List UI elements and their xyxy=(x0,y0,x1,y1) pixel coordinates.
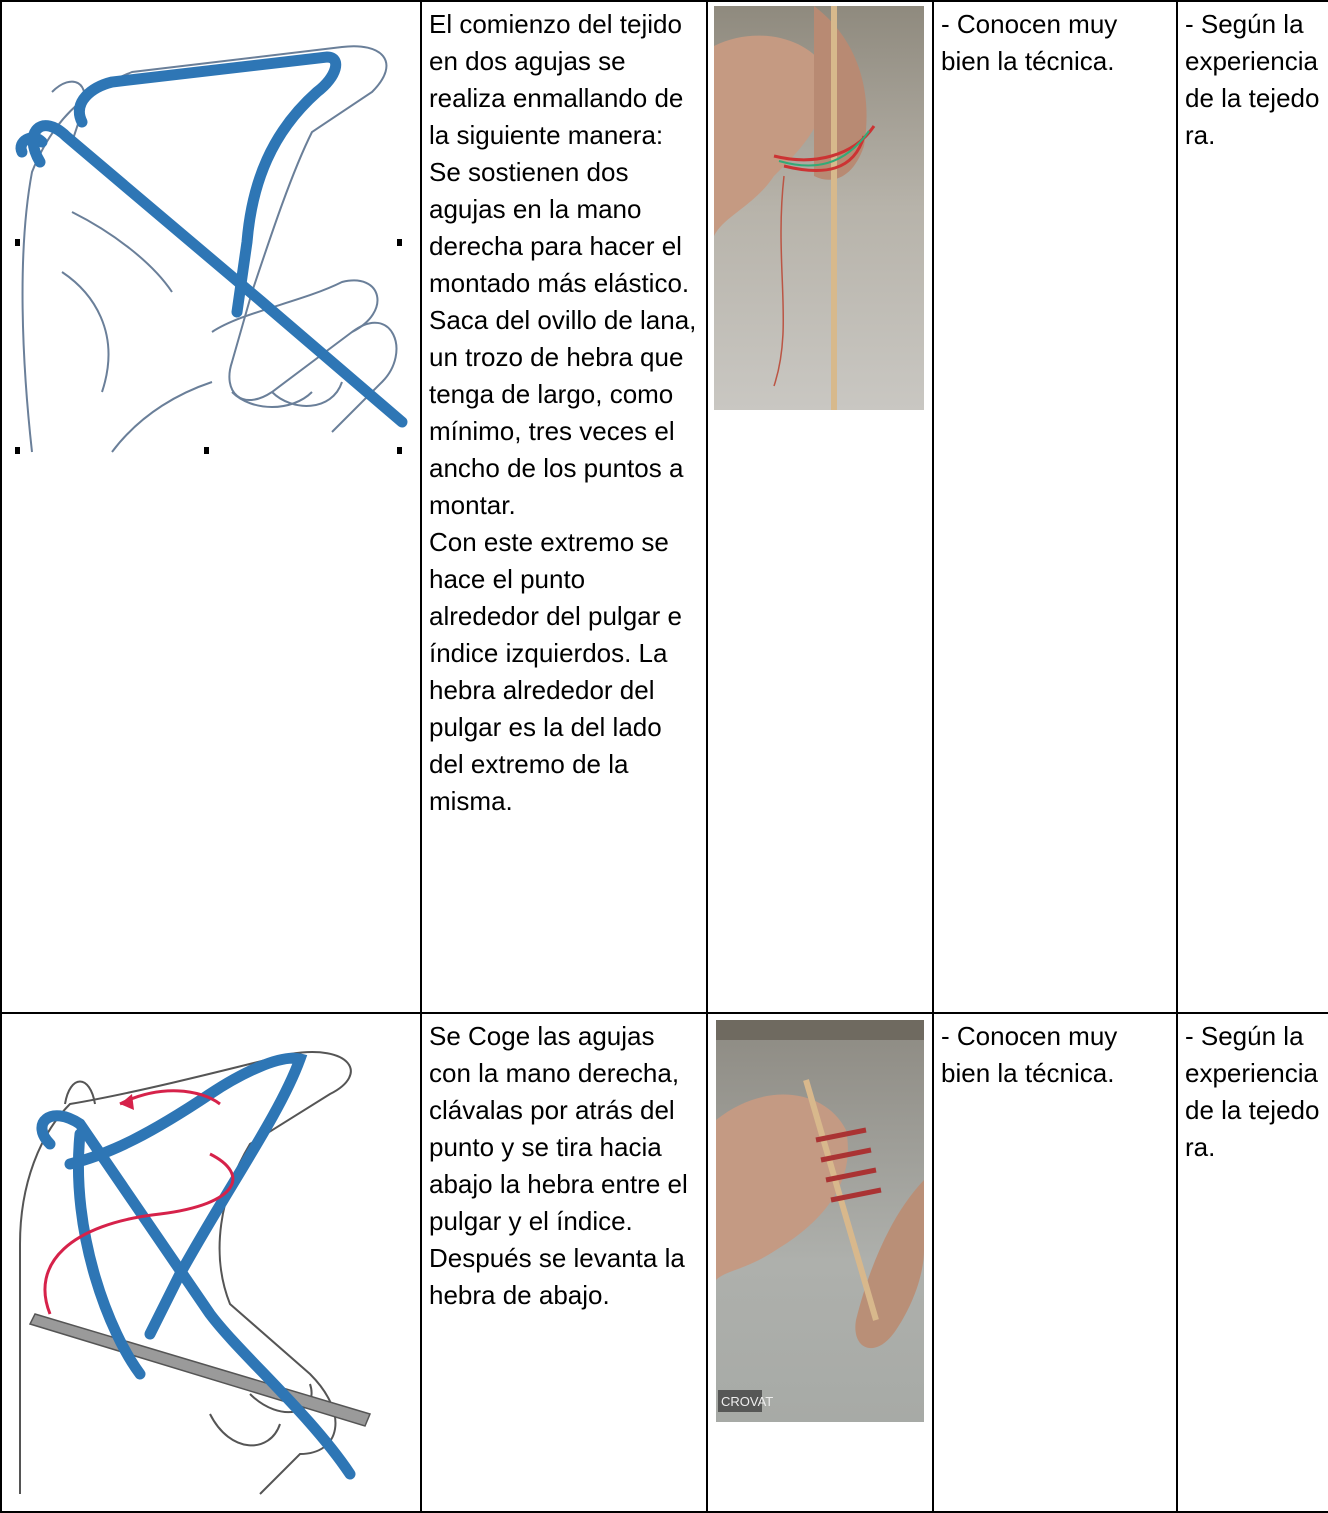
criterion-cell: - Según la experiencia de la tejedora. xyxy=(1176,1012,1328,1513)
table-row: El comienzo del tejido en dos agujas se … xyxy=(0,0,1328,1014)
criterion-cell: - Según la experiencia de la tejedora. xyxy=(1176,0,1328,1014)
description-cell: El comienzo del tejido en dos agujas se … xyxy=(420,0,708,1014)
knowledge-cell: - Conocen muy bien la técnica. xyxy=(932,1012,1178,1513)
criterion-text: - Según la experiencia de la tejedora. xyxy=(1185,1021,1320,1162)
photo xyxy=(714,6,924,410)
table-row: Se Coge las agujas con la mano derecha, … xyxy=(0,1012,1328,1513)
paragraph: Después se levanta la hebra de abajo. xyxy=(429,1243,685,1310)
illustration-cell xyxy=(0,1012,422,1513)
photo-caption: CROVAT xyxy=(721,1394,773,1409)
photo: CROVAT xyxy=(716,1020,924,1422)
illustration-cell xyxy=(0,0,422,1014)
hand-illustration xyxy=(19,1051,372,1495)
paragraph: El comienzo del tejido en dos agujas se … xyxy=(429,9,684,150)
paragraph: Con este extremo se hace el punto alrede… xyxy=(429,527,682,816)
knowledge-cell: - Conocen muy bien la técnica. xyxy=(932,0,1178,1014)
knowledge-text: - Conocen muy bien la técnica. xyxy=(941,1021,1118,1088)
description-cell: Se Coge las agujas con la mano derecha, … xyxy=(420,1012,708,1513)
photo-cell xyxy=(706,0,934,1014)
paragraph: Se sostienen dos agujas en la mano derec… xyxy=(429,157,690,298)
paragraph: Saca del ovillo de lana, un trozo de heb… xyxy=(429,305,697,520)
photo-cell: CROVAT xyxy=(706,1012,934,1513)
paragraph: Se Coge las agujas con la mano derecha, … xyxy=(429,1021,688,1236)
hand-illustration xyxy=(15,45,408,454)
criterion-text: - Según la experiencia de la tejedora. xyxy=(1185,9,1320,150)
knowledge-text: - Conocen muy bien la técnica. xyxy=(941,9,1118,76)
